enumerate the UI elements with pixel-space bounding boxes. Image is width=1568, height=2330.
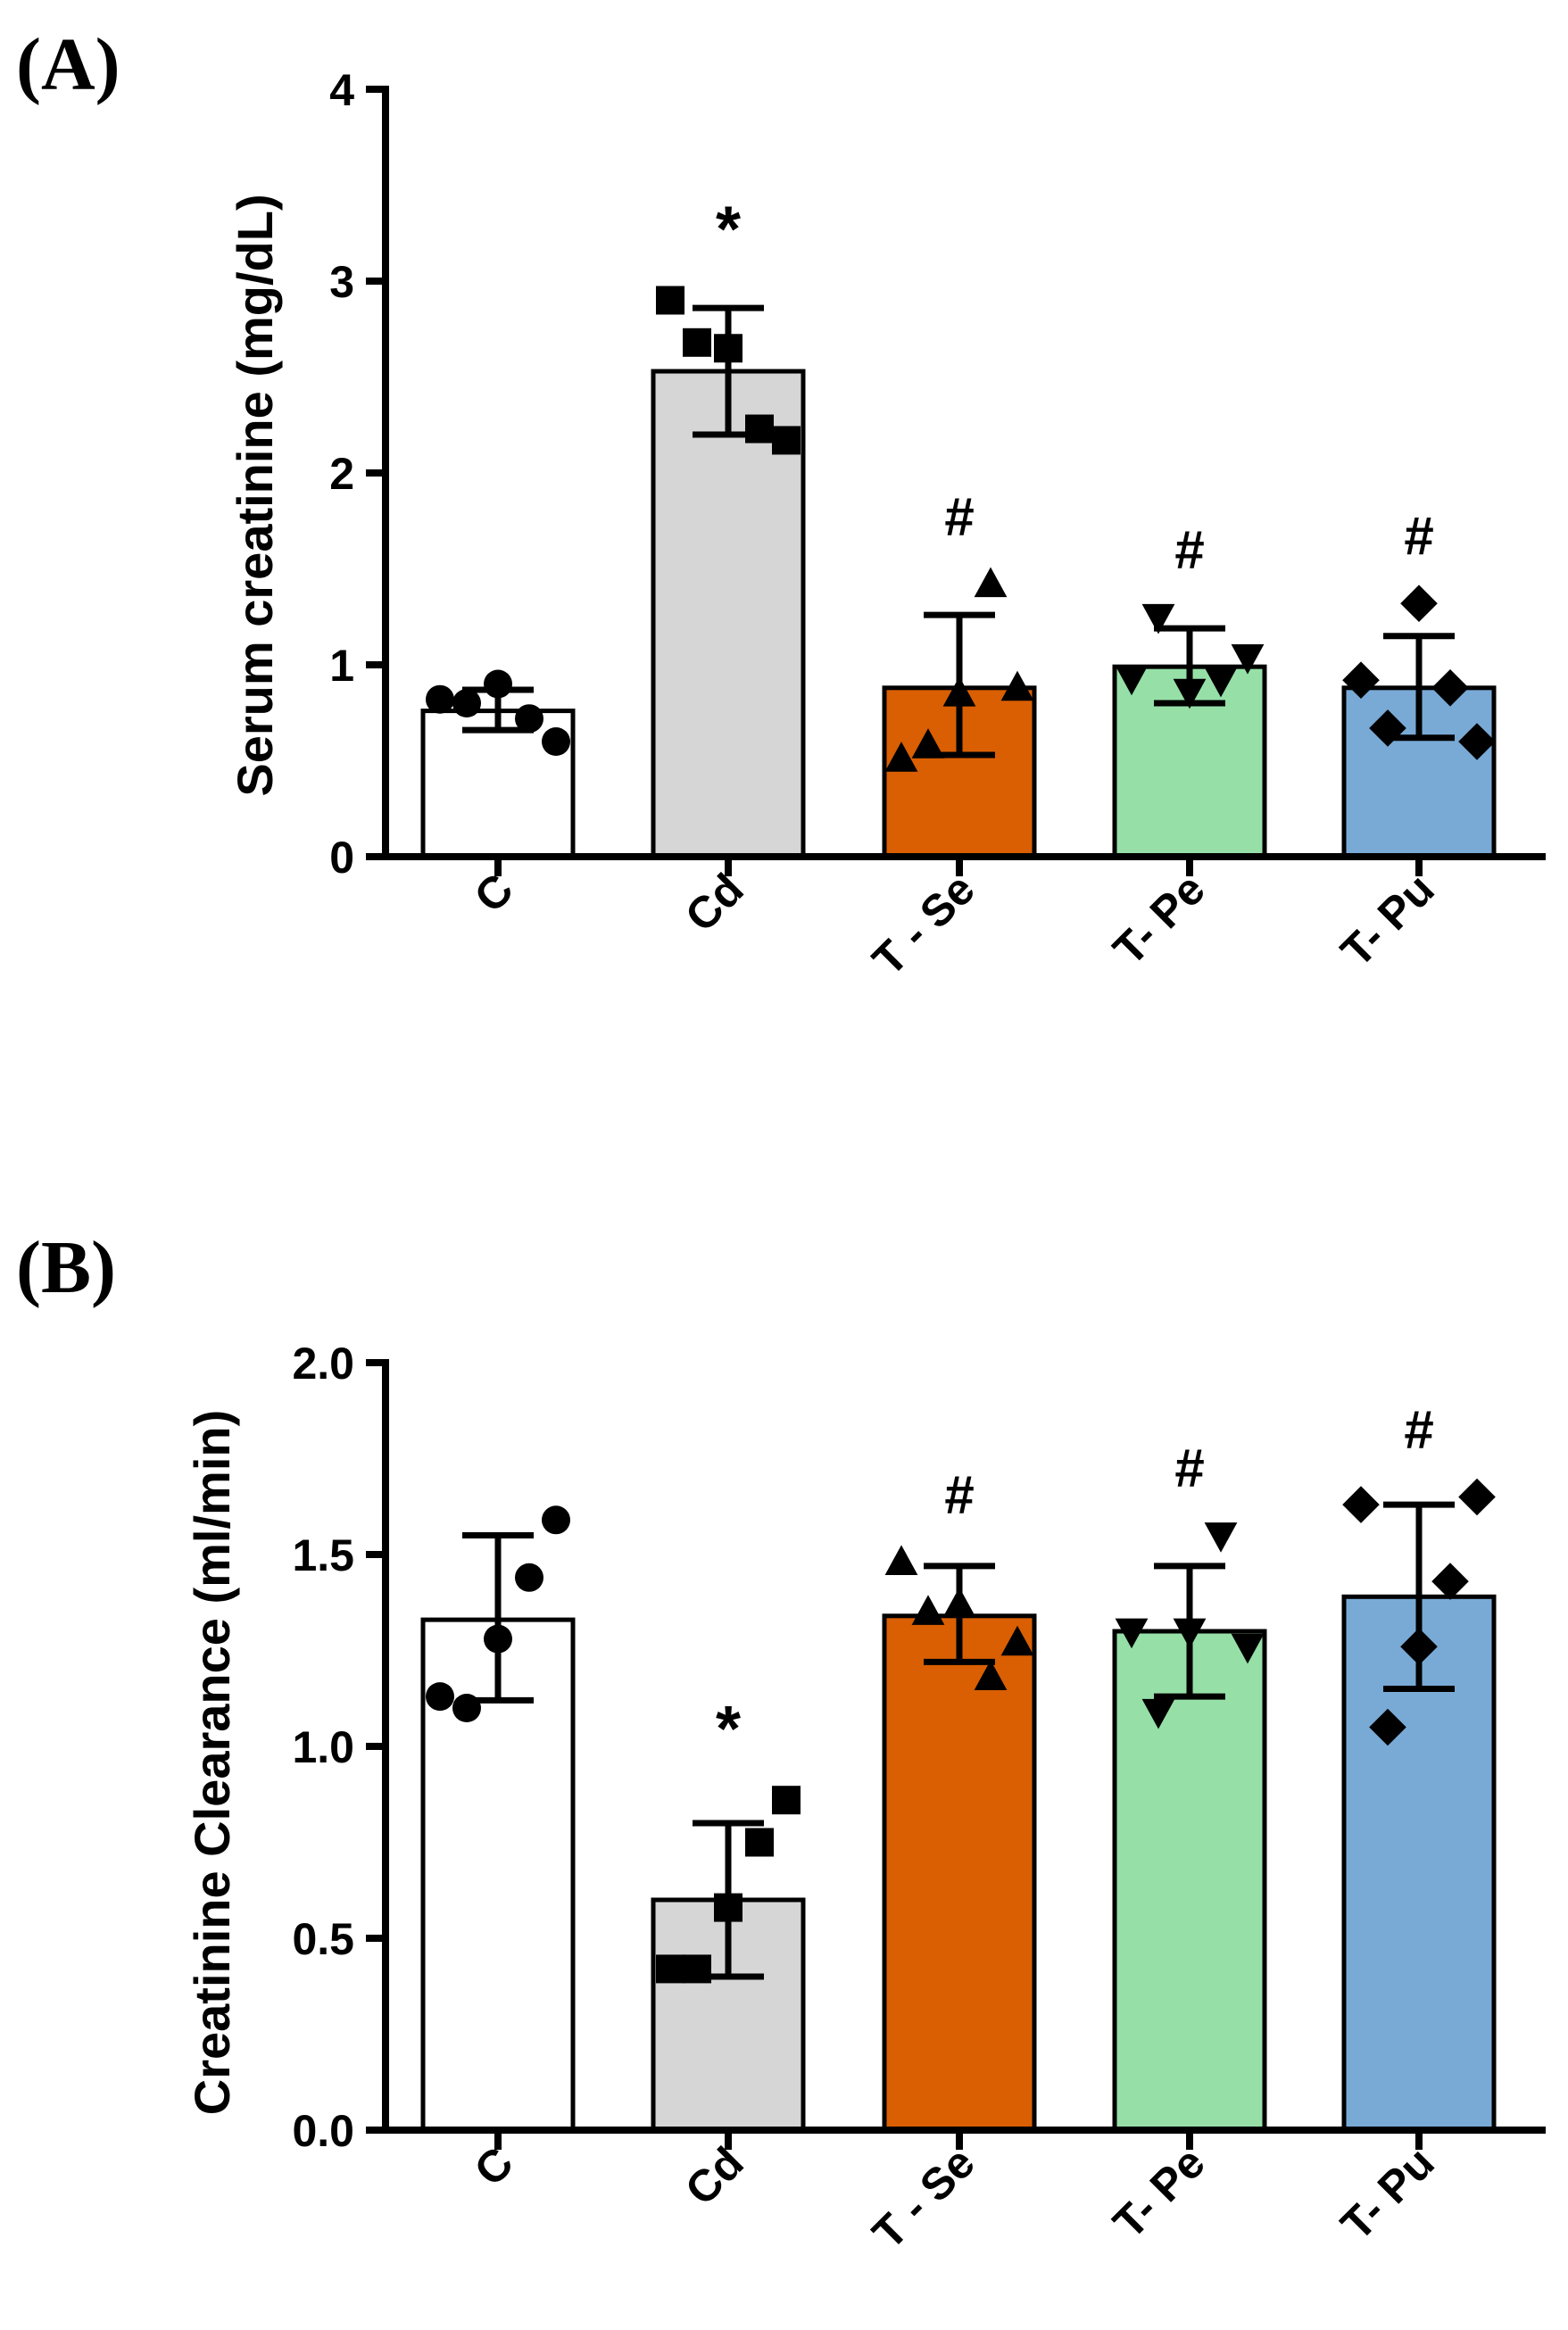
data-point-b-0-0	[426, 1682, 454, 1712]
data-point-a-2-1	[911, 728, 945, 759]
bar-b-2	[882, 1613, 1037, 2133]
x-category-label-a-0: C	[465, 864, 523, 922]
data-point-b-4-4	[1458, 1478, 1496, 1516]
data-point-a-2-4	[1000, 670, 1034, 701]
data-point-b-3-3	[1204, 1522, 1238, 1553]
panel-label-a: (A)	[16, 23, 120, 106]
significance-mark-b-1: *	[716, 1694, 741, 1765]
data-point-b-4-2	[1400, 1628, 1438, 1665]
data-point-a-3-2	[1173, 678, 1207, 709]
data-point-a-4-3	[1431, 669, 1469, 707]
x-category-label-b-4: T- Pu	[1332, 2137, 1444, 2250]
data-point-a-3-1	[1141, 603, 1175, 634]
significance-mark-a-1: *	[716, 195, 741, 266]
plot-area-a: * # # #0 1 2 3 4 C Cd T - Se T- Pe T- Pu	[329, 65, 1546, 985]
data-point-a-2-3	[974, 567, 1008, 598]
data-point-a-0-4	[542, 727, 570, 756]
data-point-b-1-1	[683, 1954, 711, 1984]
data-point-a-4-0	[1342, 661, 1380, 699]
data-point-b-3-2	[1173, 1618, 1207, 1649]
data-point-a-0-1	[452, 689, 481, 717]
data-point-a-1-4	[772, 426, 801, 455]
data-point-a-4-1	[1369, 709, 1406, 747]
data-point-b-3-4	[1231, 1633, 1265, 1664]
data-point-b-1-3	[745, 1828, 774, 1857]
bar-a-3	[1112, 664, 1267, 859]
y-tick-label-b-1: 0.5	[292, 1914, 354, 1964]
x-category-label-a-4: T- Pu	[1332, 864, 1444, 976]
data-point-b-4-3	[1431, 1563, 1469, 1600]
data-point-a-0-0	[426, 684, 454, 714]
data-point-a-3-3	[1204, 667, 1238, 698]
bar-b-3	[1112, 1629, 1267, 2133]
data-point-a-0-3	[515, 704, 543, 734]
data-point-a-2-0	[884, 742, 918, 772]
data-point-b-1-2	[714, 1893, 743, 1922]
y-tick-label-b-0: 0.0	[292, 2106, 354, 2156]
y-tick-label-a-0: 0	[329, 833, 354, 883]
data-point-b-2-4	[1000, 1625, 1034, 1656]
y-tick-label-a-4: 4	[329, 65, 354, 115]
y-tick-label-a-3: 3	[329, 257, 354, 307]
data-point-a-4-2	[1400, 585, 1438, 622]
data-point-a-1-2	[714, 334, 743, 363]
data-point-b-2-2	[942, 1587, 976, 1618]
y-tick-label-a-1: 1	[329, 641, 354, 691]
data-point-b-2-0	[884, 1545, 918, 1575]
data-point-b-4-1	[1369, 1708, 1406, 1746]
x-category-label-a-2: T - Se	[863, 864, 984, 985]
data-point-b-1-4	[772, 1786, 801, 1815]
data-point-a-1-1	[683, 328, 711, 357]
x-category-label-b-0: C	[465, 2137, 523, 2195]
y-tick-label-b-2: 1.0	[292, 1722, 354, 1772]
data-point-a-2-2	[942, 676, 976, 707]
x-category-label-a-3: T- Pe	[1104, 864, 1215, 974]
data-point-b-0-2	[484, 1624, 512, 1654]
significance-mark-a-4: #	[1404, 506, 1433, 566]
x-category-label-b-1: Cd	[676, 2137, 753, 2215]
data-point-a-1-3	[745, 414, 774, 444]
significance-mark-b-4: #	[1404, 1400, 1433, 1460]
significance-mark-a-3: #	[1174, 519, 1204, 579]
data-point-b-0-4	[542, 1505, 570, 1535]
significance-mark-b-3: #	[1174, 1439, 1204, 1498]
data-point-a-3-4	[1231, 644, 1265, 675]
plot-area-b: * # # #0.0 0.5 1.0 1.5 2.0 C Cd T - Se T- Pe T- Pu	[292, 1339, 1546, 2259]
x-category-label-b-3: T- Pe	[1104, 2137, 1215, 2248]
data-point-a-4-4	[1458, 723, 1496, 760]
significance-mark-a-2: #	[944, 487, 974, 547]
data-point-b-2-3	[974, 1660, 1008, 1690]
data-point-a-1-0	[656, 286, 684, 315]
y-tick-label-b-3: 1.5	[292, 1530, 354, 1580]
data-point-a-3-0	[1115, 665, 1149, 696]
panel-label-b: (B)	[16, 1226, 116, 1309]
data-point-b-1-0	[656, 1954, 684, 1984]
significance-mark-b-2: #	[944, 1465, 974, 1525]
data-point-b-0-3	[515, 1563, 543, 1592]
data-point-b-4-0	[1342, 1486, 1380, 1523]
data-point-b-3-0	[1115, 1618, 1149, 1649]
panel-a: (A) Serum creatinine (mg/dL) * # # #0 1 2 3 4 C C…	[16, 23, 1546, 985]
x-category-label-a-1: Cd	[676, 864, 753, 941]
y-axis-title-a: Serum creatinine (mg/dL)	[227, 194, 283, 796]
panel-b: (B) Creatinine Clearance (ml/min) * # # #0.…	[16, 1226, 1546, 2259]
data-point-b-3-1	[1141, 1698, 1175, 1729]
data-point-b-0-1	[452, 1694, 481, 1722]
y-tick-label-a-2: 2	[329, 449, 354, 499]
data-point-a-0-2	[484, 669, 512, 699]
y-tick-label-b-4: 2.0	[292, 1339, 354, 1389]
data-point-b-2-1	[911, 1595, 945, 1625]
x-category-label-b-2: T - Se	[863, 2137, 984, 2259]
y-axis-title-b: Creatinine Clearance (ml/min)	[184, 1410, 240, 2115]
